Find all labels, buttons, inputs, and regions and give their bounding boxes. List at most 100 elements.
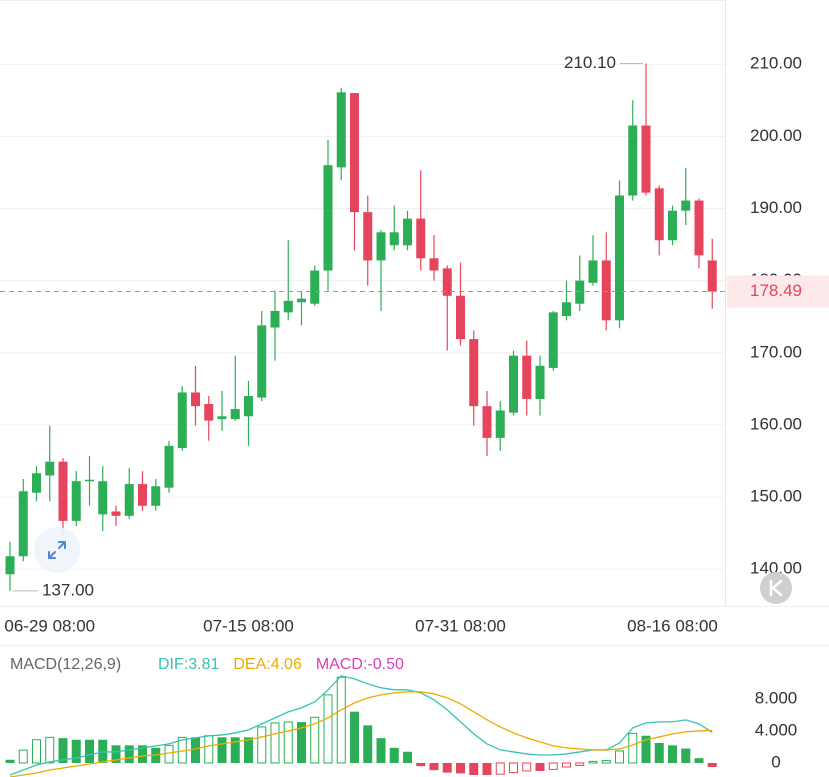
macd-bar <box>469 762 479 775</box>
macd-bar <box>323 694 333 764</box>
candle-body <box>204 404 214 421</box>
candle-body <box>18 491 28 557</box>
candle-body <box>45 461 55 476</box>
candle-body <box>548 312 558 368</box>
macd-bar <box>71 739 81 763</box>
macd-bar <box>5 759 15 763</box>
candle-body <box>32 473 41 493</box>
candle-body <box>191 392 200 407</box>
macd-bar <box>509 762 518 774</box>
y-tick-label: 160.00 <box>750 414 802 433</box>
candle-body <box>124 484 134 516</box>
candle-body <box>111 511 121 516</box>
macd-bar <box>575 762 585 766</box>
macd-title: MACD(12,26,9) <box>10 656 121 673</box>
macd-bar <box>654 742 664 763</box>
macd-bar <box>535 762 545 771</box>
macd-bar <box>416 762 426 767</box>
candle-body <box>403 218 412 246</box>
candle-body <box>310 270 320 304</box>
candle-body <box>85 479 94 482</box>
macd-bar <box>204 735 214 764</box>
candle-body <box>164 445 174 488</box>
candle-body <box>138 484 147 506</box>
macd-bar <box>283 721 293 764</box>
candle-body <box>297 298 306 303</box>
macd-bar <box>694 758 704 763</box>
macd-bar <box>18 749 28 764</box>
x-tick-label: 06-29 08:00 <box>4 616 95 635</box>
y-tick-label: 140.00 <box>750 559 802 578</box>
price-panel <box>0 63 725 591</box>
y-tick-label: 200.00 <box>750 126 802 145</box>
candle-body <box>177 392 187 449</box>
legend-entry: MACD:-0.50 <box>316 656 404 673</box>
macd-bar <box>429 762 439 771</box>
macd-bar <box>336 676 346 764</box>
candle-body <box>654 188 664 241</box>
macd-bar <box>111 745 121 763</box>
candle-body <box>522 355 532 399</box>
macd-bar <box>270 722 280 764</box>
candle-body <box>283 300 293 313</box>
candle-body <box>98 481 108 515</box>
macd-bar <box>85 739 94 763</box>
candle-body <box>707 260 717 292</box>
macd-bar <box>350 711 359 763</box>
overlay: 178.49 210.10 137.00 <box>13 53 829 599</box>
macd-bar <box>310 716 320 764</box>
macd-bar <box>548 762 558 770</box>
candle-body <box>601 260 611 321</box>
macd-bar <box>230 737 240 763</box>
y-tick-label: 210.00 <box>750 54 802 73</box>
macd-bar <box>124 745 134 763</box>
macd-bar <box>456 762 465 774</box>
macd-bar <box>668 745 677 763</box>
candle-body <box>575 280 585 304</box>
y-tick-label: 190.00 <box>750 198 802 217</box>
candle-body <box>389 232 399 246</box>
candle-body <box>694 200 704 256</box>
candle-body <box>641 125 651 193</box>
candle-body <box>416 218 426 259</box>
macd-bar <box>217 737 227 763</box>
min-label: 137.00 <box>42 580 94 599</box>
candle-body <box>429 258 439 271</box>
macd-bar <box>442 762 452 773</box>
candle-body <box>5 556 15 575</box>
candle-body <box>151 486 161 506</box>
candle-body <box>615 195 624 321</box>
macd-bar <box>681 748 691 763</box>
candle-body <box>217 416 227 420</box>
macd-bar <box>562 762 571 768</box>
candle-body <box>562 302 571 316</box>
candle-body <box>509 355 518 413</box>
expand-button[interactable] <box>34 527 80 573</box>
candle-body <box>376 232 386 261</box>
macd-bar <box>482 762 492 775</box>
macd-bar <box>363 725 373 763</box>
macd-bar <box>641 735 651 763</box>
candle-body <box>628 125 638 196</box>
candle-body <box>244 396 253 417</box>
macd-bar <box>32 739 41 764</box>
macd-bar <box>45 736 55 764</box>
legend-entry: DIF:3.81 <box>158 656 219 673</box>
candle-body <box>535 365 545 399</box>
candle-body <box>482 406 492 438</box>
candle-body <box>588 260 598 283</box>
macd-bar <box>389 747 399 763</box>
candle-body <box>442 268 452 296</box>
macd-bar <box>615 750 624 764</box>
candle-body <box>323 165 333 271</box>
candle-body <box>495 410 505 438</box>
candle-body <box>71 481 81 521</box>
legend-entry: DEA:4.06 <box>233 656 302 673</box>
y-tick-label: 150.00 <box>750 487 802 506</box>
macd-bar <box>376 738 386 763</box>
macd-bar <box>191 737 200 763</box>
back-button[interactable] <box>760 572 792 604</box>
candle-body <box>668 210 677 241</box>
candle-body <box>270 310 280 328</box>
